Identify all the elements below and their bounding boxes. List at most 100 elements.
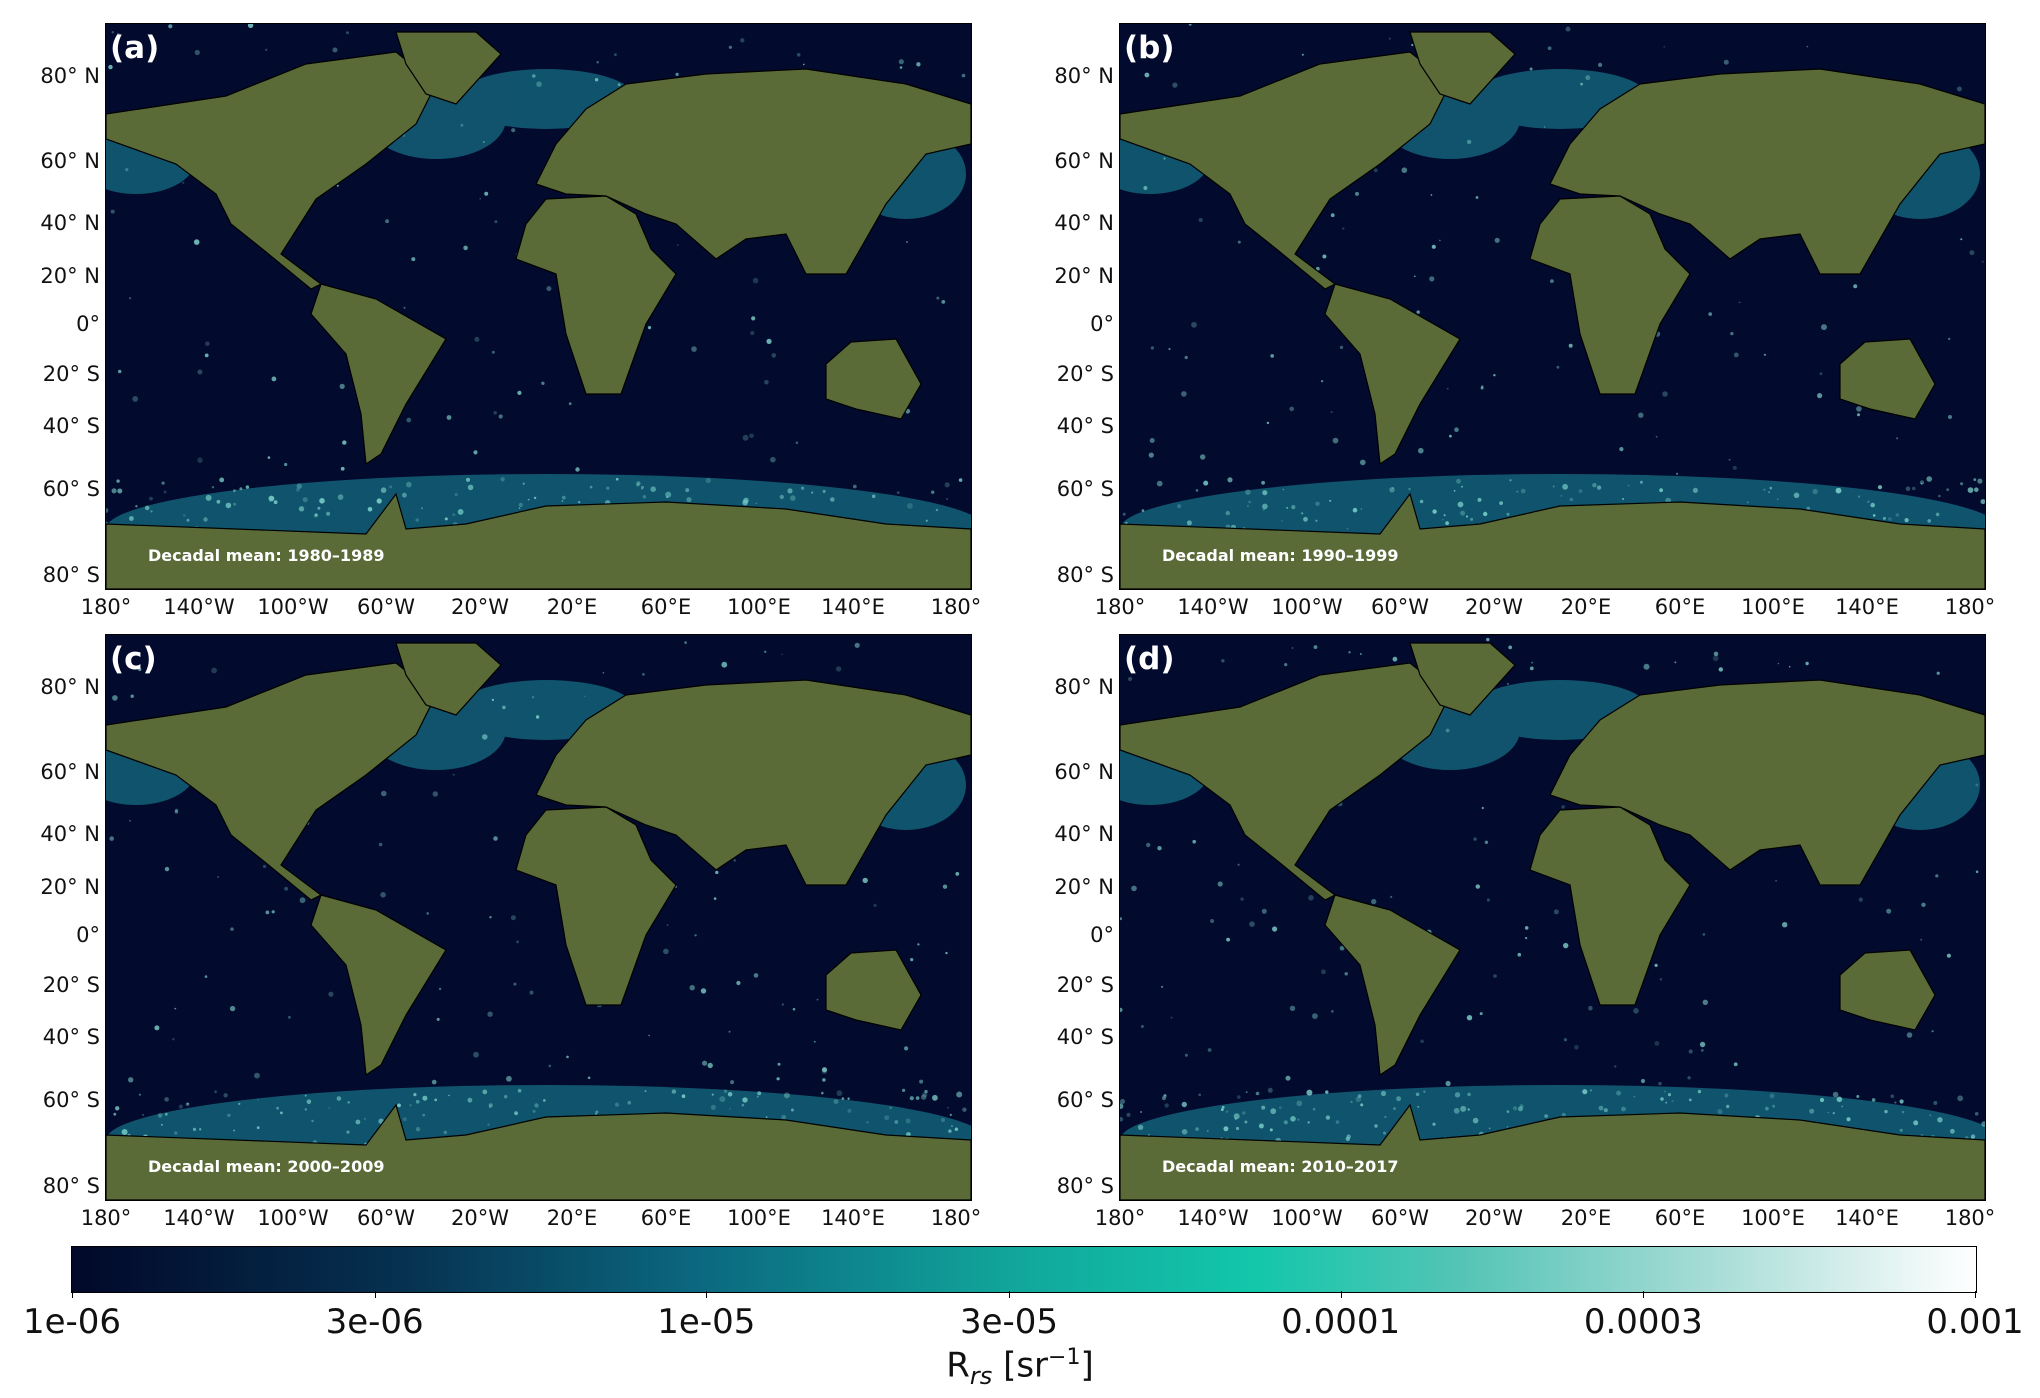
latitude-tick-label: 40° S: [1056, 1025, 1114, 1049]
longitude-tick-label: 100°E: [1741, 595, 1805, 619]
panel-label: (c): [110, 641, 157, 677]
longitude-tick-label: 140°W: [1177, 1206, 1249, 1230]
latitude-tick-label: 60° N: [40, 149, 100, 173]
longitude-tick-label: 140°W: [1177, 595, 1249, 619]
longitude-tick-label: 180°: [1944, 595, 1996, 619]
latitude-tick-label: 20° S: [1056, 973, 1114, 997]
longitude-tick-label: 20°W: [1465, 595, 1523, 619]
longitude-tick-label: 20°W: [451, 1206, 509, 1230]
latitude-tick-label: 0°: [1090, 923, 1114, 947]
latitude-tick-label: 40° S: [1056, 414, 1114, 438]
longitude-tick-label: 180°: [80, 595, 132, 619]
longitude-tick-label: 180°: [930, 595, 982, 619]
longitude-tick-label: 60°E: [640, 595, 692, 619]
latitude-tick-label: 20° N: [1054, 875, 1114, 899]
panel-label: (d): [1124, 641, 1175, 677]
colorbar-title: Rrs [sr−1]: [946, 1345, 1094, 1391]
colorbar-tick-label: 0.0001: [1281, 1302, 1401, 1342]
latitude-tick-label: 60° N: [40, 760, 100, 784]
colorbar-tick-label: 0.001: [1926, 1302, 2024, 1342]
latitude-tick-label: 60° S: [42, 1088, 100, 1112]
map-panel: (d) Decadal mean: 2010–2017: [1119, 634, 1986, 1201]
longitude-tick-label: 140°W: [163, 595, 235, 619]
colorbar-tick-mark: [1643, 1291, 1645, 1298]
latitude-tick-label: 40° S: [42, 1025, 100, 1049]
world-map: [1119, 23, 1986, 590]
colorbar-tick-mark: [1975, 1291, 1976, 1298]
colorbar-tick-label: 3e-05: [959, 1302, 1059, 1342]
longitude-tick-label: 60°E: [1654, 1206, 1706, 1230]
longitude-tick-label: 100°W: [257, 1206, 329, 1230]
latitude-tick-label: 60° N: [1054, 760, 1114, 784]
longitude-tick-label: 20°W: [1465, 1206, 1523, 1230]
longitude-tick-label: 140°E: [1835, 595, 1899, 619]
latitude-tick-label: 80° S: [42, 563, 100, 587]
longitude-tick-label: 60°W: [1371, 595, 1429, 619]
longitude-tick-label: 100°W: [257, 595, 329, 619]
colorbar-tick-mark: [706, 1291, 708, 1298]
latitude-tick-label: 80° N: [40, 64, 100, 88]
longitude-tick-label: 100°W: [1271, 1206, 1343, 1230]
longitude-tick-label: 100°W: [1271, 595, 1343, 619]
longitude-tick-label: 60°W: [1371, 1206, 1429, 1230]
latitude-tick-label: 20° S: [42, 973, 100, 997]
latitude-tick-label: 20° N: [40, 264, 100, 288]
latitude-tick-label: 0°: [76, 312, 100, 336]
longitude-tick-label: 180°: [930, 1206, 982, 1230]
longitude-tick-label: 180°: [1094, 595, 1146, 619]
longitude-tick-label: 180°: [1944, 1206, 1996, 1230]
latitude-tick-label: 20° S: [1056, 362, 1114, 386]
longitude-tick-label: 20°E: [546, 595, 598, 619]
longitude-tick-label: 20°E: [1560, 1206, 1612, 1230]
colorbar-tick-mark: [1340, 1291, 1342, 1298]
latitude-tick-label: 60° S: [1056, 477, 1114, 501]
longitude-tick-label: 140°W: [163, 1206, 235, 1230]
latitude-tick-label: 0°: [1090, 312, 1114, 336]
decade-label: Decadal mean: 1980–1989: [148, 546, 385, 565]
colorbar-tick-label: 1e-06: [22, 1302, 122, 1342]
colorbar-tick-label: 3e-06: [325, 1302, 424, 1342]
panel-label: (a): [110, 30, 160, 66]
latitude-tick-label: 40° N: [1054, 822, 1114, 846]
longitude-tick-label: 60°E: [640, 1206, 692, 1230]
latitude-tick-label: 80° N: [1054, 64, 1114, 88]
latitude-tick-label: 0°: [76, 923, 100, 947]
colorbar-tick-mark: [374, 1291, 376, 1298]
panel-label: (b): [1124, 30, 1175, 66]
longitude-tick-label: 20°W: [451, 595, 509, 619]
longitude-tick-label: 60°W: [357, 595, 415, 619]
map-panel: (a) Decadal mean: 1980–1989: [105, 23, 972, 590]
world-map: [105, 23, 972, 590]
decade-label: Decadal mean: 2000–2009: [148, 1157, 385, 1176]
latitude-tick-label: 20° S: [42, 362, 100, 386]
colorbar-tick-label: 0.0003: [1583, 1302, 1703, 1342]
latitude-tick-label: 60° S: [1056, 1088, 1114, 1112]
latitude-tick-label: 20° N: [1054, 264, 1114, 288]
map-panel: (c) Decadal mean: 2000–2009: [105, 634, 972, 1201]
latitude-tick-label: 40° N: [40, 211, 100, 235]
longitude-tick-label: 100°E: [1741, 1206, 1805, 1230]
world-map: [105, 634, 972, 1201]
longitude-tick-label: 180°: [80, 1206, 132, 1230]
longitude-tick-label: 180°: [1094, 1206, 1146, 1230]
longitude-tick-label: 60°E: [1654, 595, 1706, 619]
colorbar-tick-label: 1e-05: [657, 1302, 756, 1342]
decade-label: Decadal mean: 2010–2017: [1162, 1157, 1399, 1176]
map-panel: (b) Decadal mean: 1990–1999: [1119, 23, 1986, 590]
colorbar-tick-mark: [72, 1291, 73, 1298]
longitude-tick-label: 20°E: [546, 1206, 598, 1230]
colorbar-tick-mark: [1008, 1291, 1010, 1298]
world-map: [1119, 634, 1986, 1201]
longitude-tick-label: 60°W: [357, 1206, 415, 1230]
latitude-tick-label: 60° N: [1054, 149, 1114, 173]
latitude-tick-label: 80° N: [1054, 675, 1114, 699]
decade-label: Decadal mean: 1990–1999: [1162, 546, 1399, 565]
longitude-tick-label: 100°E: [727, 1206, 791, 1230]
latitude-tick-label: 40° N: [40, 822, 100, 846]
colorbar: [71, 1246, 1977, 1293]
latitude-tick-label: 80° S: [42, 1174, 100, 1198]
latitude-tick-label: 80° N: [40, 675, 100, 699]
longitude-tick-label: 100°E: [727, 595, 791, 619]
latitude-tick-label: 40° S: [42, 414, 100, 438]
longitude-tick-label: 140°E: [1835, 1206, 1899, 1230]
